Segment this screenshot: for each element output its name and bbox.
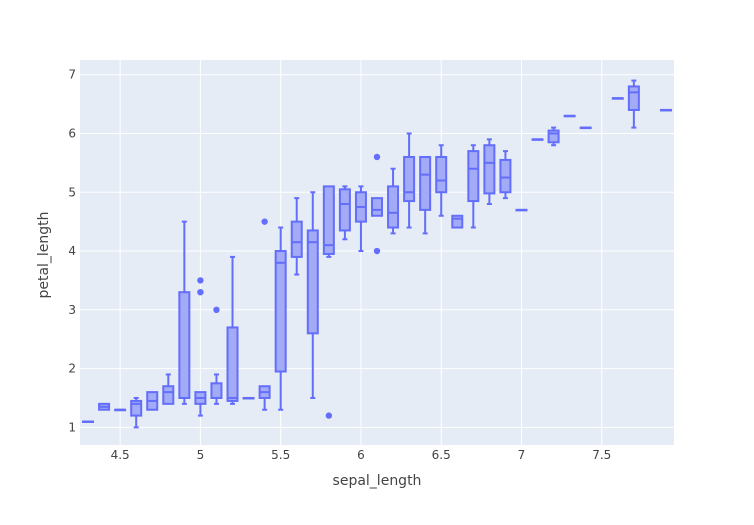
box-body [338, 188, 351, 232]
box-group [371, 153, 383, 255]
y-axis-title: petal_length [36, 211, 52, 298]
y-tick-label: 7 [68, 68, 76, 82]
x-tick-label: 6.5 [432, 448, 451, 462]
x-tick-label: 7.5 [592, 448, 611, 462]
box-group [579, 126, 592, 130]
box-group [499, 150, 512, 200]
box-group [611, 97, 624, 100]
x-tick-label: 7 [518, 448, 526, 462]
box-group [258, 218, 271, 411]
box-group [210, 306, 223, 405]
x-axis-title: sepal_length [333, 473, 422, 489]
box-body [178, 291, 191, 399]
box-body [547, 129, 560, 144]
box-body [306, 229, 319, 335]
box-group [274, 226, 287, 411]
box-group [114, 408, 127, 412]
outlier-point [325, 412, 333, 419]
y-tick-label: 6 [68, 126, 76, 140]
box-group [130, 396, 143, 429]
box-group [322, 185, 335, 419]
y-tick-label: 3 [68, 303, 76, 317]
box-body [403, 155, 416, 203]
y-tick-label: 4 [68, 244, 76, 258]
box-group [467, 144, 480, 229]
box-group [563, 114, 576, 118]
outlier-point [213, 306, 220, 314]
x-tick-labels: 4.5 5 5.5 6 6.5 7 7.5 [111, 448, 612, 462]
box-group [98, 402, 111, 411]
outlier-point [197, 277, 204, 284]
box-group [435, 144, 448, 217]
outlier-point [261, 218, 268, 225]
box-body [451, 214, 464, 229]
box-body [210, 382, 223, 399]
box-body [130, 399, 143, 417]
x-tick-label: 5 [197, 448, 205, 462]
box-series [82, 79, 672, 429]
box-group [194, 277, 207, 417]
box-body [290, 220, 303, 258]
box-group [531, 138, 544, 141]
box-body [627, 85, 640, 111]
box-group [403, 132, 416, 229]
outlier-point [197, 288, 204, 296]
box-group [627, 79, 640, 129]
box-group [226, 255, 239, 405]
box-group [354, 185, 367, 253]
box-group [242, 396, 255, 400]
box-body [387, 185, 400, 229]
box-body [419, 155, 432, 211]
box-body [162, 385, 175, 405]
box-body [435, 155, 448, 194]
box-body [499, 158, 512, 194]
y-gridlines [80, 74, 674, 428]
box-body [226, 326, 239, 402]
outlier-point [373, 153, 381, 161]
y-tick-labels: 1 2 3 4 5 6 7 [68, 68, 76, 435]
box-group [387, 167, 400, 235]
box-group [338, 185, 351, 241]
box-body [371, 197, 383, 217]
y-tick-label: 5 [68, 185, 76, 199]
box-group [82, 420, 95, 423]
box-group [547, 126, 560, 147]
y-tick-label: 1 [68, 420, 76, 434]
box-group [659, 108, 672, 112]
box-body [483, 144, 496, 195]
x-tick-label: 4.5 [111, 448, 130, 462]
box-group [178, 220, 191, 405]
box-body [322, 185, 335, 255]
box-group [419, 155, 432, 235]
x-tick-label: 6 [357, 448, 365, 462]
box-group [146, 391, 159, 411]
box-group [451, 214, 464, 229]
box-group [483, 138, 496, 206]
box-group [515, 208, 528, 212]
box-group [306, 191, 319, 399]
outlier-point [373, 247, 381, 255]
y-tick-label: 2 [68, 362, 76, 376]
box-body [467, 150, 480, 203]
box-body [274, 250, 287, 373]
x-tick-label: 5.5 [271, 448, 290, 462]
box-group [162, 373, 175, 405]
box-group [290, 197, 303, 276]
